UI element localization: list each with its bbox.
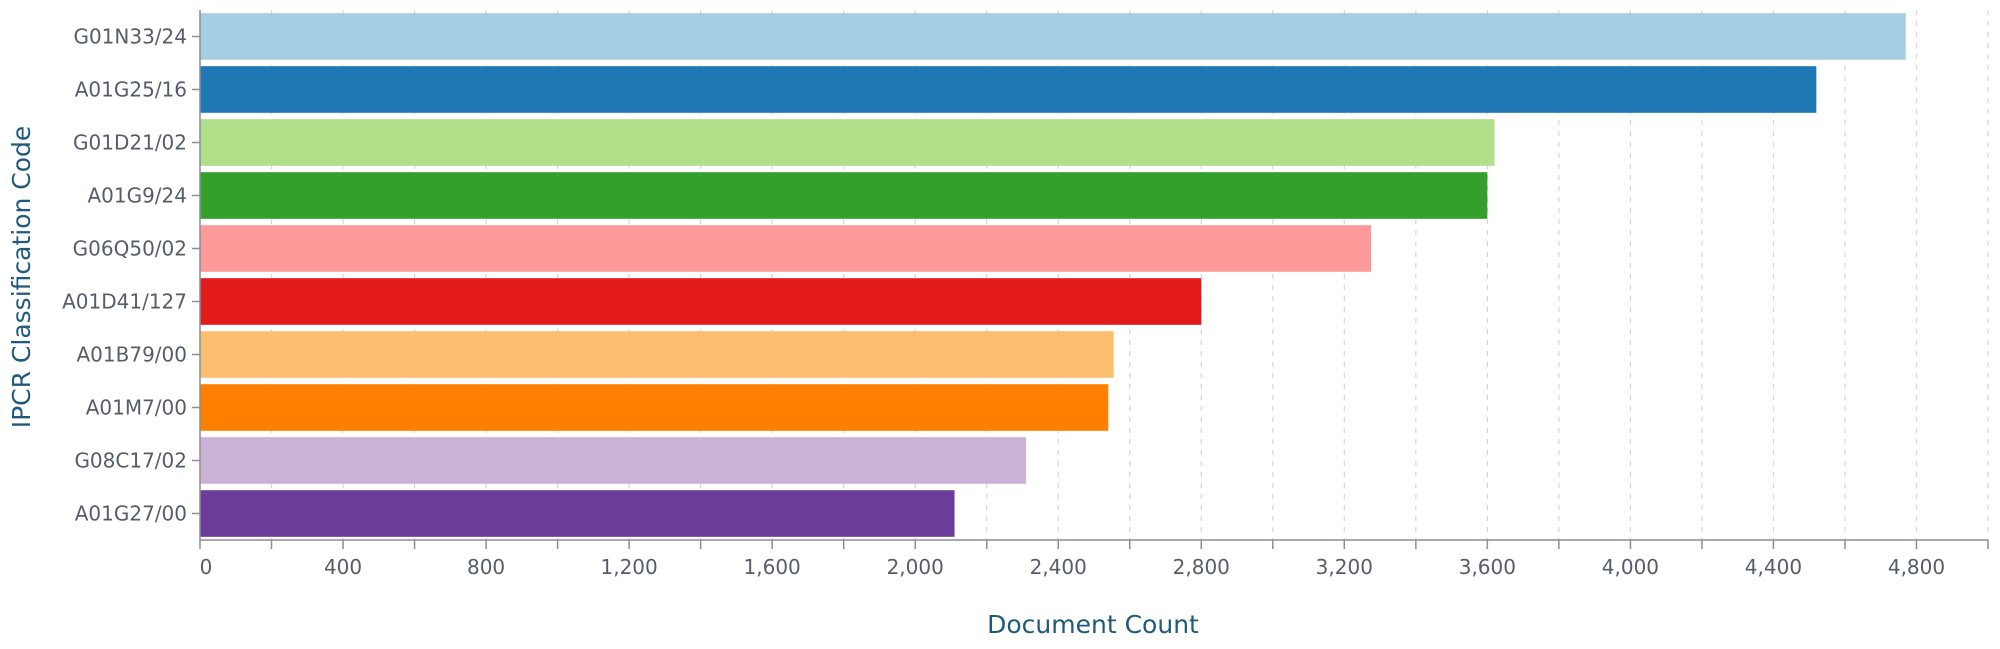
x-tick-label: 4,400: [1745, 555, 1802, 579]
bar-g01n33-24[interactable]: [200, 13, 1906, 60]
bar-g08c17-02[interactable]: [200, 437, 1026, 484]
y-tick-label: G01N33/24: [73, 25, 187, 49]
bar-a01g27-00[interactable]: [200, 490, 955, 537]
bar-a01d41-127[interactable]: [200, 278, 1201, 325]
x-tick-label: 400: [324, 555, 362, 579]
x-tick-label: 4,000: [1602, 555, 1659, 579]
x-axis-title: Document Count: [987, 610, 1199, 639]
x-tick-label: 800: [467, 555, 505, 579]
x-tick-label: 3,200: [1316, 555, 1373, 579]
bar-a01b79-00[interactable]: [200, 331, 1114, 378]
x-tick-label: 3,600: [1459, 555, 1516, 579]
x-tick-label: 0: [200, 555, 213, 579]
y-tick-label: A01B79/00: [77, 343, 188, 367]
x-tick-label: 2,800: [1173, 555, 1230, 579]
x-tick-label: 2,400: [1030, 555, 1087, 579]
x-tick-label: 2,000: [887, 555, 944, 579]
y-tick-label: G08C17/02: [74, 449, 187, 473]
x-tick-label: 1,200: [600, 555, 657, 579]
y-tick-label: A01D41/127: [62, 290, 187, 314]
y-axis-title: IPCR Classification Code: [7, 126, 36, 429]
x-tick-label: 4,800: [1888, 555, 1945, 579]
y-tick-label: A01M7/00: [86, 396, 187, 420]
bars: [200, 13, 1906, 537]
y-tick-label: G01D21/02: [73, 131, 187, 155]
y-tick-label: A01G9/24: [87, 184, 187, 208]
y-tick-label: G06Q50/02: [73, 237, 187, 261]
bar-g01d21-02[interactable]: [200, 119, 1495, 166]
y-tick-label: A01G27/00: [75, 502, 187, 526]
bar-a01g25-16[interactable]: [200, 66, 1816, 113]
bar-a01g9-24[interactable]: [200, 172, 1487, 219]
x-tick-label: 1,600: [744, 555, 801, 579]
bar-g06q50-02[interactable]: [200, 225, 1371, 272]
bar-a01m7-00[interactable]: [200, 384, 1108, 431]
y-tick-label: A01G25/16: [75, 78, 187, 102]
